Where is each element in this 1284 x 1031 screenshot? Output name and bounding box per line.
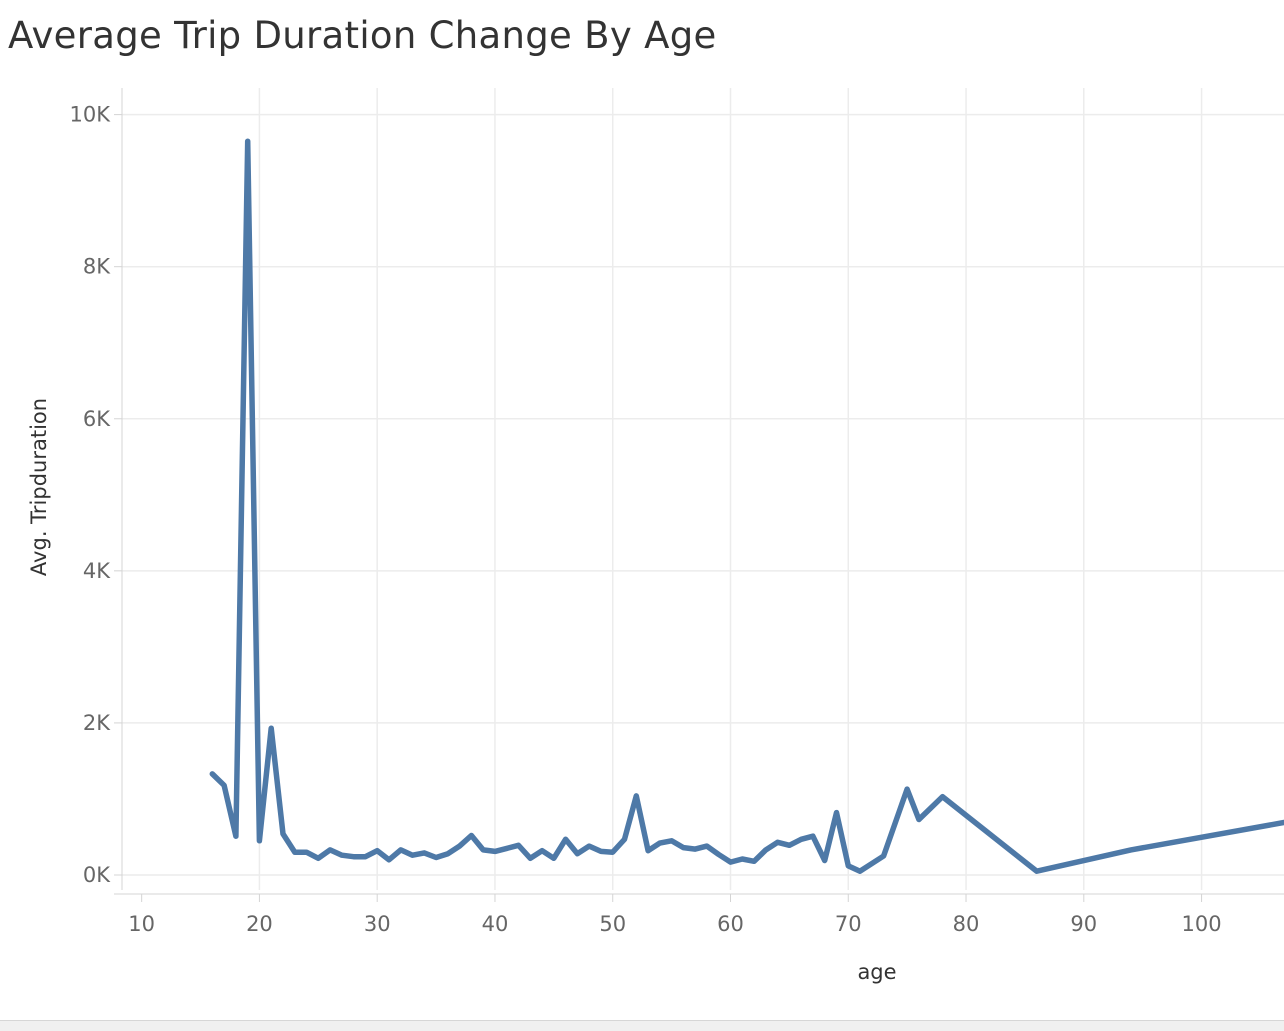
- x-tick-label: 80: [953, 912, 980, 936]
- series-line: [209, 138, 1284, 874]
- y-axis: 0K 2K 4K 6K 8K 10K: [70, 103, 122, 887]
- x-tick-label: 30: [364, 912, 391, 936]
- bottom-scrollbar[interactable]: [0, 1020, 1284, 1031]
- x-tick-label: 40: [482, 912, 509, 936]
- x-tick-label: 50: [599, 912, 626, 936]
- x-tick-label: 70: [835, 912, 862, 936]
- x-axis-title: age: [857, 960, 896, 984]
- x-axis: 10 20 30 40 50 60 70 80 90 100: [128, 894, 1222, 936]
- y-axis-title: Avg. Tripduration: [27, 398, 51, 576]
- y-tick-label: 2K: [83, 711, 111, 735]
- x-tick-label: 20: [246, 912, 273, 936]
- chart-title: Average Trip Duration Change By Age: [8, 14, 717, 57]
- y-tick-label: 4K: [83, 559, 111, 583]
- x-tick-label: 60: [717, 912, 744, 936]
- y-tick-label: 6K: [83, 407, 111, 431]
- x-tick-label: 90: [1070, 912, 1097, 936]
- y-grid: [122, 113, 1284, 876]
- y-tick-label: 0K: [83, 863, 111, 887]
- x-tick-label: 10: [128, 912, 155, 936]
- x-grid: [258, 88, 1203, 890]
- y-tick-label: 10K: [70, 103, 112, 127]
- x-tick-label: 100: [1182, 912, 1222, 936]
- y-tick-label: 8K: [83, 255, 111, 279]
